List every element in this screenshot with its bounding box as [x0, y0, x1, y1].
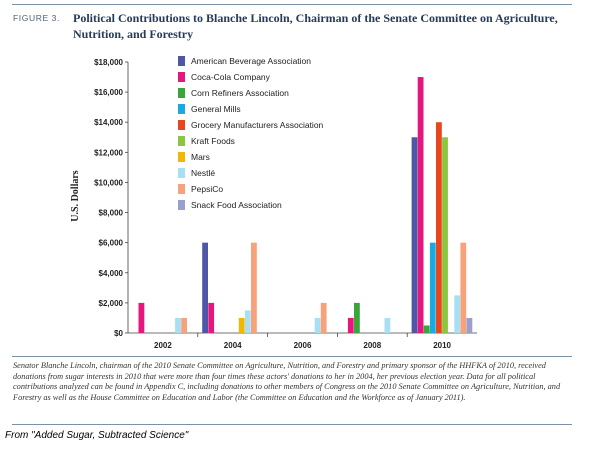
x-tick-label: 2002 [154, 341, 172, 350]
y-tick-label: $12,000 [94, 148, 123, 157]
bar [466, 317, 473, 333]
legend-swatch [178, 136, 185, 146]
bar [202, 242, 208, 333]
bar [175, 317, 181, 333]
legend-swatch [178, 104, 185, 114]
y-tick-label: $14,000 [94, 118, 123, 127]
bar [251, 242, 257, 333]
y-tick-label: $4,000 [99, 269, 124, 278]
y-tick-label: $2,000 [99, 299, 124, 308]
bar-chart: U.S. Dollars $0$2,000$4,000$6,000$8,000$… [70, 56, 477, 350]
y-axis-label: U.S. Dollars [70, 170, 81, 222]
x-tick-labels: 2002 2004 2006 2008 2010 [154, 333, 452, 350]
bar [320, 302, 327, 333]
legend-entry: PepsiCo [191, 184, 223, 194]
bar [411, 137, 418, 333]
bar [384, 317, 391, 333]
figure-caption: Senator Blanche Lincoln, chairman of the… [13, 361, 561, 402]
bar [238, 317, 245, 333]
bar [347, 317, 354, 333]
legend: American Beverage Association Coca-Cola C… [178, 56, 324, 210]
legend-entry: American Beverage Association [191, 56, 311, 66]
bar [181, 317, 187, 333]
legend-entry: General Mills [191, 104, 241, 114]
y-tick-label: $6,000 [99, 239, 124, 248]
bar [436, 122, 442, 333]
legend-entry: Kraft Foods [191, 136, 235, 146]
bar [138, 302, 145, 333]
legend-swatch [178, 88, 185, 98]
legend-swatch [178, 168, 185, 178]
y-tick-label: $18,000 [94, 58, 123, 67]
axes [127, 62, 477, 334]
bar [244, 310, 251, 333]
bar [429, 242, 436, 333]
y-tick-label: $8,000 [99, 209, 124, 218]
legend-entry: Mars [191, 152, 210, 162]
bar [442, 137, 448, 333]
figure-title: Political Contributions to Blanche Linco… [73, 11, 558, 41]
x-tick-label: 2006 [294, 341, 312, 350]
top-rule [12, 4, 572, 5]
x-tick-label: 2004 [224, 341, 242, 350]
bar [454, 295, 461, 333]
bar [208, 302, 215, 333]
bar [417, 77, 424, 333]
y-tick-labels: $0 $2,000 $4,000 $6,000 $8,000 $10,000 $12,000… [94, 58, 128, 338]
y-tick-label: $16,000 [94, 88, 123, 97]
legend-entry: Snack Food Association [191, 200, 282, 210]
bar [354, 302, 360, 333]
caption-rule [12, 356, 572, 357]
legend-entry: Grocery Manufacturers Association [191, 120, 324, 130]
legend-entry: Coca-Cola Company [191, 72, 271, 82]
legend-swatch [178, 152, 185, 162]
bar [314, 317, 321, 333]
legend-entry: Corn Refiners Association [191, 88, 289, 98]
legend-swatch [178, 56, 185, 66]
y-tick-label: $0 [114, 329, 123, 338]
source-credit: From "Added Sugar, Subtracted Science" [5, 430, 189, 441]
legend-entry: Nestlé [191, 168, 215, 178]
x-tick-label: 2008 [363, 341, 381, 350]
legend-swatch [178, 120, 185, 130]
legend-swatch [178, 200, 185, 210]
figure-label: FIGURE 3. [13, 13, 60, 23]
bar [423, 325, 430, 333]
legend-swatch [178, 184, 185, 194]
legend-swatch [178, 72, 185, 82]
bars [138, 77, 473, 333]
y-tick-label: $10,000 [94, 178, 123, 187]
bar [460, 242, 467, 333]
x-tick-label: 2010 [433, 341, 451, 350]
bottom-rule [12, 424, 572, 425]
